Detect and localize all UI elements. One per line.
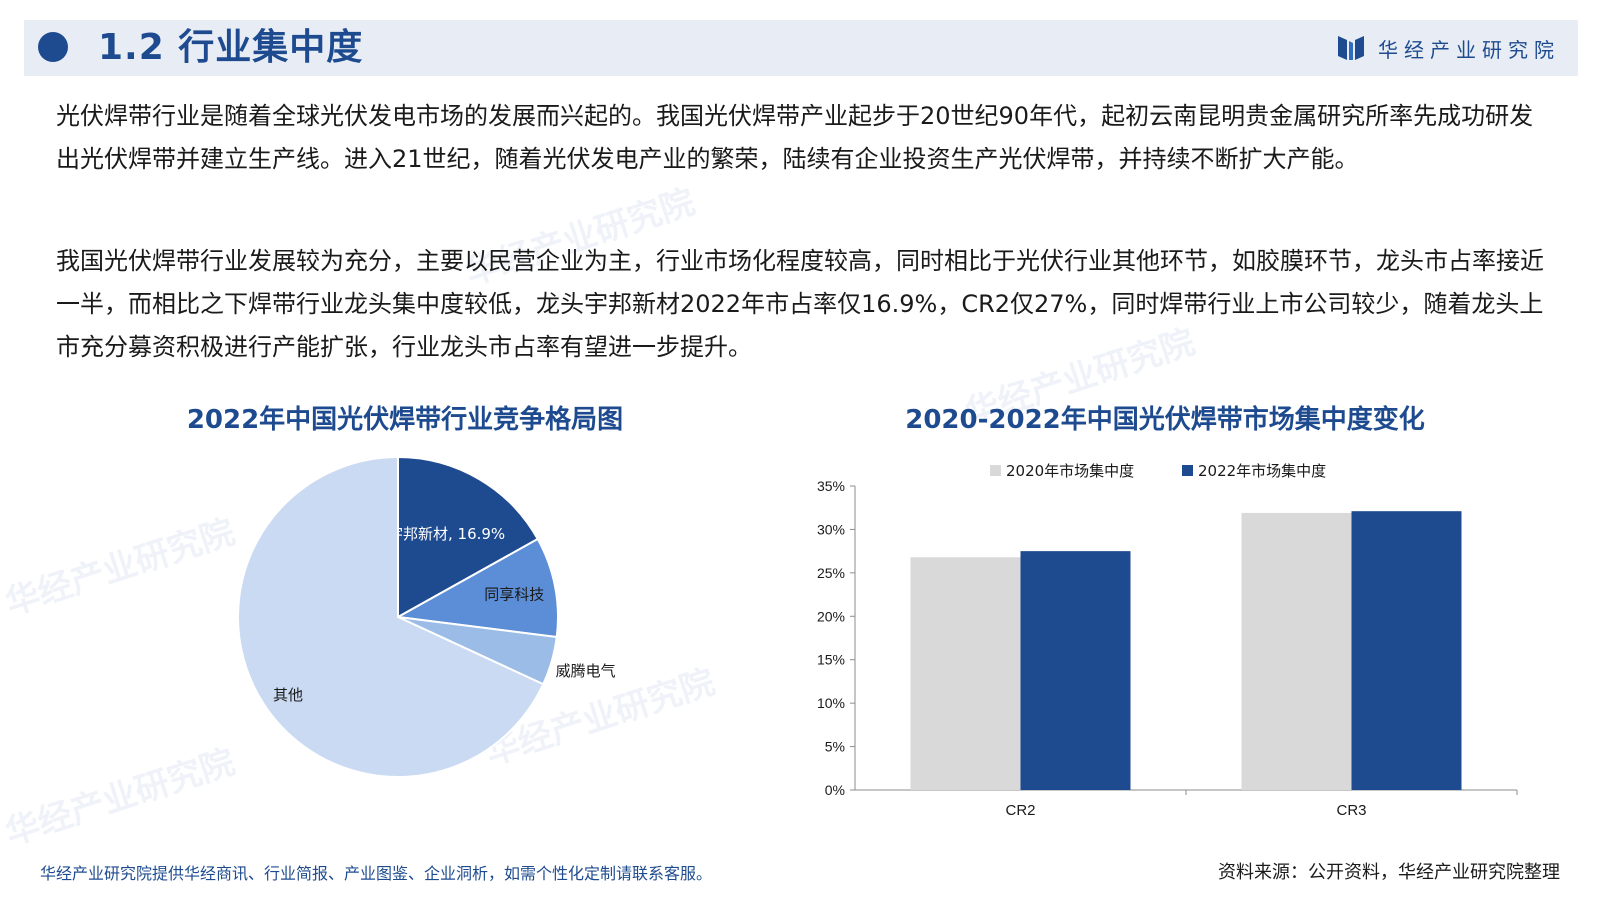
pie-slice-label-2: 威腾电气: [556, 662, 616, 680]
pie-slice-3: [237, 455, 545, 778]
pie-chart-title: 2022年中国光伏焊带行业竞争格局图: [186, 405, 624, 435]
analysis-paragraph: 我国光伏焊带行业发展较为充分，主要以民营企业为主，行业市场化程度较高，同时相比于…: [56, 247, 1544, 361]
y-tick-label: 30%: [817, 521, 845, 537]
legend-swatch-1: [1182, 465, 1193, 476]
bar-CR2-1: [1020, 551, 1131, 790]
y-tick-label: 0%: [825, 782, 845, 798]
watermark: 华经产业研究院: [0, 742, 240, 854]
y-tick-label: 15%: [817, 652, 845, 668]
brand-logo-icon: [1338, 36, 1364, 60]
bar-CR3-1: [1351, 511, 1462, 790]
y-tick-label: 25%: [817, 565, 845, 581]
intro-paragraph: 光伏焊带行业是随着全球光伏发电市场的发展而兴起的。我国光伏焊带产业起步于20世纪…: [56, 102, 1534, 173]
footer-note: 华经产业研究院提供华经商讯、行业简报、产业图鉴、企业洞析，如需个性化定制请联系客…: [40, 864, 713, 883]
source-note: 资料来源：公开资料，华经产业研究院整理: [1218, 862, 1560, 883]
x-tick-label: CR2: [1005, 802, 1035, 819]
pie-slice-0: [397, 455, 540, 619]
legend-swatch-0: [990, 465, 1001, 476]
y-tick-label: 10%: [817, 695, 845, 711]
bar-CR2-0: [910, 557, 1021, 790]
y-tick-label: 20%: [817, 608, 845, 624]
page-title: 1.2 行业集中度: [98, 27, 364, 68]
pie-slice-label-0: 宇邦新材, 16.9%: [388, 525, 505, 543]
bar-chart-title: 2020-2022年中国光伏焊带市场集中度变化: [905, 405, 1425, 435]
brand: 华经产业研究院: [1338, 34, 1560, 62]
header-bullet-icon: [38, 32, 68, 62]
pie-slice-label-1: 同享科技: [484, 585, 544, 603]
pie-slice-1: [394, 537, 559, 639]
bar-chart: 2020年市场集中度 2022年市场集中度 0% 5% 10% 15% 20% 25% 30% 3…: [817, 462, 1518, 819]
bar-CR3-0: [1241, 512, 1352, 790]
pie-slice-label-3: 其他: [273, 686, 303, 704]
brand-name: 华经产业研究院: [1378, 37, 1560, 62]
y-tick-label: 5%: [825, 739, 845, 755]
legend-label-1: 2022年市场集中度: [1198, 462, 1326, 480]
y-tick-label: 35%: [817, 478, 845, 494]
x-tick-label: CR3: [1336, 802, 1366, 819]
header-bar: [24, 20, 1578, 76]
watermark: 华经产业研究院: [0, 512, 240, 624]
legend-label-0: 2020年市场集中度: [1006, 462, 1134, 480]
